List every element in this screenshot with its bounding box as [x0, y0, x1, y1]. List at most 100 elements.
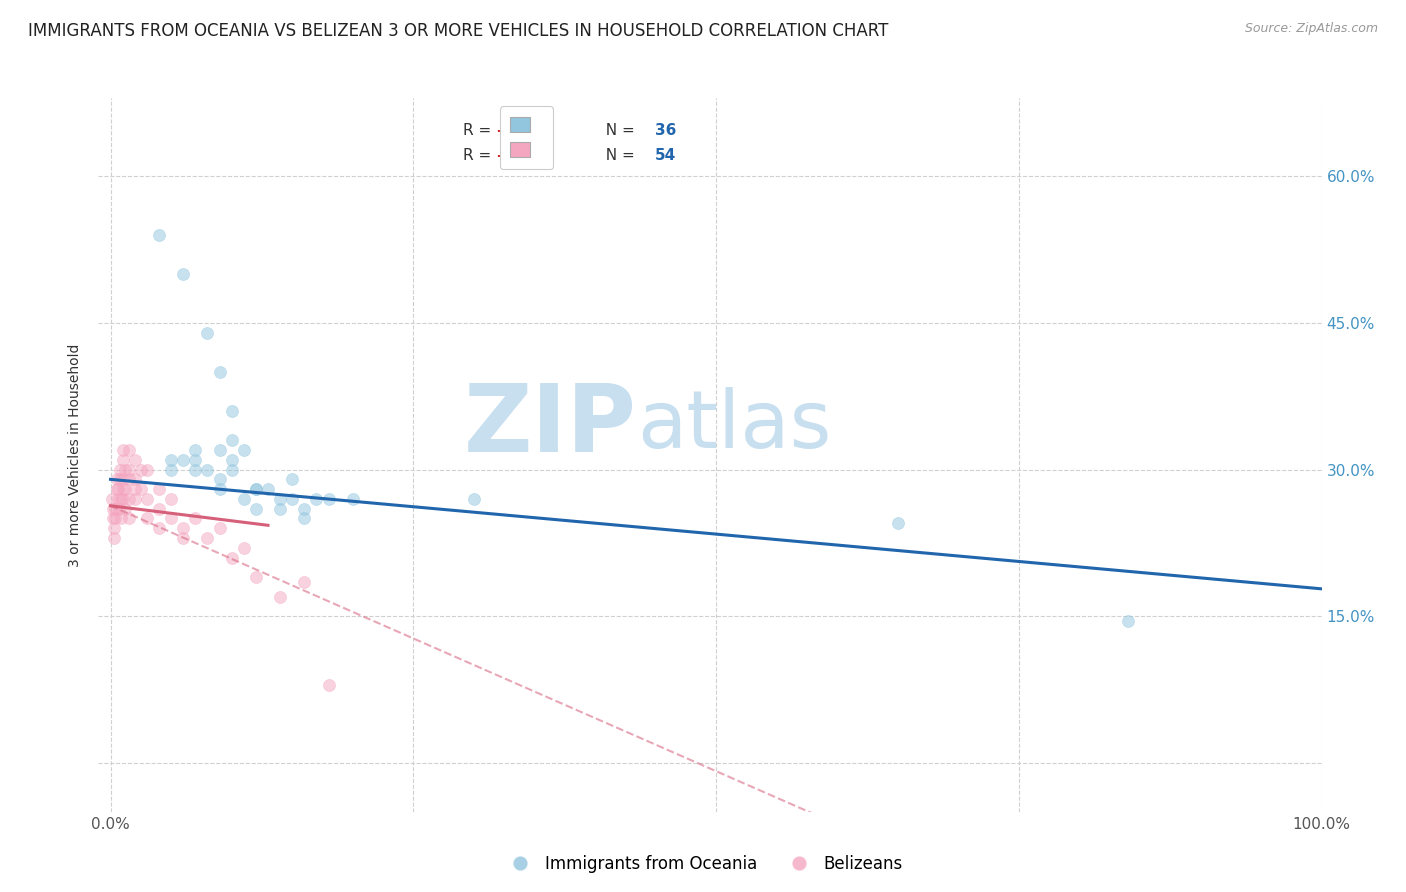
Point	[118, 511, 141, 525]
Point	[269, 491, 291, 506]
Point	[107, 491, 129, 506]
Point	[118, 462, 141, 476]
Point	[118, 443, 141, 458]
Point	[111, 443, 134, 458]
Point	[318, 491, 340, 506]
Point	[172, 521, 194, 535]
Point	[887, 516, 910, 531]
Point	[245, 501, 267, 516]
Point	[232, 491, 254, 506]
Point	[269, 501, 291, 516]
Point	[208, 365, 231, 379]
Point	[111, 482, 134, 496]
Text: atlas: atlas	[637, 387, 831, 466]
Point	[129, 482, 152, 496]
Point	[110, 491, 132, 506]
Point	[184, 511, 207, 525]
Point	[257, 482, 280, 496]
Point	[197, 462, 219, 476]
Point	[110, 472, 132, 486]
Point	[269, 590, 291, 604]
Point	[208, 482, 231, 496]
Point	[281, 491, 304, 506]
Point	[1116, 614, 1139, 628]
Point	[105, 482, 128, 496]
Point	[103, 521, 125, 535]
Point	[208, 443, 231, 458]
Point	[148, 482, 170, 496]
Point	[111, 472, 134, 486]
Point	[245, 570, 267, 584]
Point	[292, 501, 315, 516]
Point	[114, 482, 136, 496]
Point	[245, 482, 267, 496]
Point	[318, 678, 340, 692]
Point	[160, 491, 183, 506]
Point	[104, 501, 127, 516]
Point	[172, 452, 194, 467]
Point	[111, 452, 134, 467]
Text: -0.261: -0.261	[496, 123, 551, 138]
Point	[184, 452, 207, 467]
Point	[160, 511, 183, 525]
Point	[124, 482, 146, 496]
Y-axis label: 3 or more Vehicles in Household: 3 or more Vehicles in Household	[69, 343, 83, 566]
Point	[184, 443, 207, 458]
Point	[124, 472, 146, 486]
Point	[172, 267, 194, 281]
Point	[100, 491, 122, 506]
Text: R =: R =	[463, 123, 496, 138]
Point	[124, 491, 146, 506]
Point	[103, 531, 125, 545]
Text: N =: N =	[596, 148, 640, 163]
Point	[111, 491, 134, 506]
Point	[184, 462, 207, 476]
Text: IMMIGRANTS FROM OCEANIA VS BELIZEAN 3 OR MORE VEHICLES IN HOUSEHOLD CORRELATION : IMMIGRANTS FROM OCEANIA VS BELIZEAN 3 OR…	[28, 22, 889, 40]
Point	[135, 491, 157, 506]
Text: -0.092: -0.092	[496, 148, 551, 163]
Text: N =: N =	[596, 123, 640, 138]
Point	[108, 501, 131, 516]
Point	[135, 511, 157, 525]
Point	[148, 501, 170, 516]
Point	[342, 491, 364, 506]
Point	[107, 482, 129, 496]
Point	[129, 462, 152, 476]
Point	[148, 227, 170, 242]
Point	[197, 531, 219, 545]
Point	[197, 326, 219, 340]
Point	[281, 472, 304, 486]
Point	[101, 501, 124, 516]
Point	[232, 443, 254, 458]
Point	[110, 511, 132, 525]
Point	[208, 521, 231, 535]
Point	[101, 511, 124, 525]
Point	[105, 472, 128, 486]
Point	[104, 511, 127, 525]
Point	[208, 472, 231, 486]
Point	[221, 404, 243, 418]
Point	[124, 452, 146, 467]
Point	[292, 511, 315, 525]
Point	[160, 462, 183, 476]
Point	[114, 501, 136, 516]
Point	[463, 491, 485, 506]
Point	[114, 462, 136, 476]
Text: R =: R =	[463, 148, 496, 163]
Point	[110, 462, 132, 476]
Point	[148, 521, 170, 535]
Text: ZIP: ZIP	[464, 380, 637, 473]
Point	[305, 491, 328, 506]
Point	[221, 550, 243, 565]
Point	[118, 472, 141, 486]
Point	[292, 574, 315, 589]
Point	[232, 541, 254, 555]
Point	[118, 491, 141, 506]
Legend: , : ,	[501, 106, 553, 169]
Point	[160, 452, 183, 467]
Point	[135, 462, 157, 476]
Text: Source: ZipAtlas.com: Source: ZipAtlas.com	[1244, 22, 1378, 36]
Point	[221, 452, 243, 467]
Point	[172, 531, 194, 545]
Text: 36: 36	[655, 123, 676, 138]
